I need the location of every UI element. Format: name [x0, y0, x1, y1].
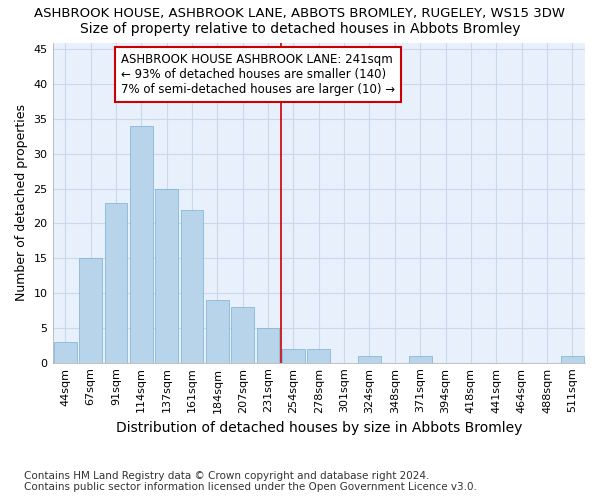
Bar — [155, 188, 178, 362]
X-axis label: Distribution of detached houses by size in Abbots Bromley: Distribution of detached houses by size … — [116, 421, 522, 435]
Bar — [206, 300, 229, 362]
Bar — [307, 349, 330, 362]
Bar — [181, 210, 203, 362]
Text: Contains HM Land Registry data © Crown copyright and database right 2024.
Contai: Contains HM Land Registry data © Crown c… — [24, 471, 477, 492]
Bar — [104, 202, 127, 362]
Bar — [358, 356, 381, 362]
Bar — [561, 356, 584, 362]
Bar — [130, 126, 152, 362]
Bar — [231, 307, 254, 362]
Bar — [54, 342, 77, 362]
Bar — [79, 258, 102, 362]
Bar — [409, 356, 431, 362]
Bar — [282, 349, 305, 362]
Text: ASHBROOK HOUSE ASHBROOK LANE: 241sqm
← 93% of detached houses are smaller (140)
: ASHBROOK HOUSE ASHBROOK LANE: 241sqm ← 9… — [121, 53, 395, 96]
Text: Size of property relative to detached houses in Abbots Bromley: Size of property relative to detached ho… — [80, 22, 520, 36]
Bar — [257, 328, 280, 362]
Y-axis label: Number of detached properties: Number of detached properties — [15, 104, 28, 301]
Text: ASHBROOK HOUSE, ASHBROOK LANE, ABBOTS BROMLEY, RUGELEY, WS15 3DW: ASHBROOK HOUSE, ASHBROOK LANE, ABBOTS BR… — [35, 8, 566, 20]
